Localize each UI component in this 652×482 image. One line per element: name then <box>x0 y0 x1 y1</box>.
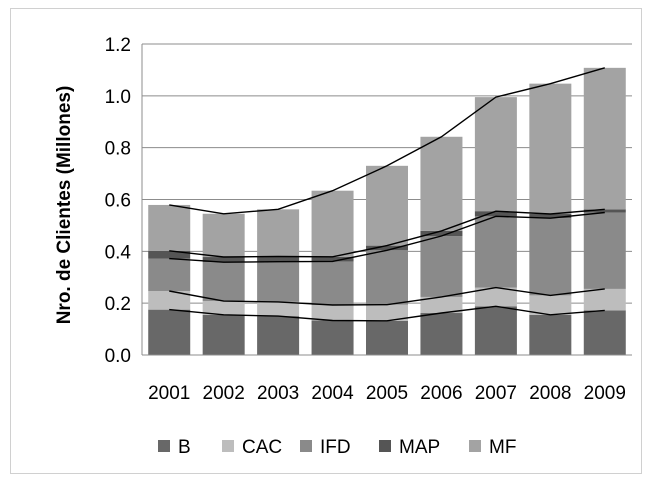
bar-segment-mf-2002 <box>202 213 245 258</box>
bars <box>148 67 626 355</box>
bar-segment-ifd-2004 <box>311 261 354 305</box>
x-tick-label: 2005 <box>366 383 408 404</box>
legend-label-cac: CAC <box>242 437 282 458</box>
bar-segment-ifd-2008 <box>529 218 572 296</box>
bar-segment-mf-2001 <box>148 204 191 251</box>
legend-label-b: B <box>178 437 191 458</box>
x-tick-label: 2009 <box>584 383 626 404</box>
bar-segment-map-2007 <box>474 211 517 217</box>
y-tick-label: 0.0 <box>105 346 131 367</box>
bar-segment-b-2007 <box>474 306 517 355</box>
series-line-b <box>169 305 605 322</box>
bar-segment-b-2005 <box>366 320 408 355</box>
bar-segment-map-2009 <box>583 209 626 213</box>
bar-segment-b-2006 <box>420 313 463 355</box>
bar-segment-b-2009 <box>583 310 626 355</box>
x-tick-label: 2008 <box>529 383 571 404</box>
legend-label-map: MAP <box>399 437 440 458</box>
x-tick-label: 2004 <box>311 383 354 404</box>
series-connector-lines <box>169 67 605 322</box>
bar-segment-map-2006 <box>420 230 463 237</box>
x-tick-labels: 2001 2002 2003 2004 2005 2006 2007 2008 2009 <box>148 383 626 404</box>
bar-segment-map-2004 <box>311 256 354 262</box>
bar-segment-ifd-2003 <box>257 261 300 302</box>
bar-segment-cac-2001 <box>148 290 191 310</box>
y-tick-label: 0.8 <box>105 139 131 160</box>
series-line-mf <box>169 67 605 215</box>
legend-label-mf: MF <box>489 437 516 458</box>
bar-segment-cac-2008 <box>529 295 572 315</box>
y-tick-label: 0.4 <box>105 242 132 263</box>
bar-segment-b-2003 <box>257 316 300 355</box>
legend-swatch-map <box>379 440 391 452</box>
chart-frame <box>10 8 642 474</box>
bar-segment-map-2008 <box>529 214 572 219</box>
bar-segment-cac-2005 <box>366 304 408 321</box>
bar-segment-map-2002 <box>202 257 245 263</box>
bar-segment-map-2003 <box>257 256 300 262</box>
legend-label-ifd: IFD <box>320 437 351 458</box>
series-line-ifd <box>169 211 605 263</box>
bar-segment-b-2004 <box>311 320 354 355</box>
bar-segment-ifd-2006 <box>420 236 463 297</box>
series-line-map <box>169 208 605 258</box>
x-tick-label: 2001 <box>148 383 190 404</box>
y-tick-label: 1.2 <box>105 35 131 56</box>
legend-swatch-b <box>158 440 170 452</box>
bar-segment-cac-2003 <box>257 301 300 317</box>
x-tick-label: 2003 <box>257 383 299 404</box>
x-tick-label: 2002 <box>203 383 245 404</box>
legend-swatch-ifd <box>300 440 312 452</box>
bar-segment-cac-2004 <box>311 304 354 321</box>
x-tick-label: 2006 <box>420 383 462 404</box>
bar-segment-ifd-2009 <box>583 212 626 289</box>
series-line-cac <box>169 286 605 306</box>
bar-segment-mf-2007 <box>474 97 517 212</box>
bar-segment-map-2005 <box>366 245 408 251</box>
y-tick-label: 1.0 <box>105 87 131 108</box>
y-tick-label: 0.2 <box>105 294 131 315</box>
bar-segment-cac-2007 <box>474 287 517 307</box>
bar-segment-mf-2006 <box>420 136 463 231</box>
axes <box>141 44 632 356</box>
x-tick-label: 2007 <box>475 383 517 404</box>
bar-segment-cac-2006 <box>420 296 463 314</box>
bar-segment-b-2002 <box>202 314 245 355</box>
y-axis-label: Nro. de Clientes (Millones) <box>54 86 75 325</box>
legend-swatch-mf <box>469 440 481 452</box>
y-tick-labels: 0.0 0.2 0.4 0.6 0.8 1.0 1.2 <box>105 35 132 367</box>
bar-segment-b-2008 <box>529 314 572 355</box>
y-tick-label: 0.6 <box>105 191 131 212</box>
bar-segment-cac-2002 <box>202 301 245 315</box>
bar-segment-mf-2005 <box>366 165 408 246</box>
bar-segment-ifd-2005 <box>366 250 408 305</box>
bar-segment-ifd-2002 <box>202 262 245 302</box>
bar-segment-cac-2009 <box>583 288 626 311</box>
bar-segment-ifd-2007 <box>474 216 517 288</box>
bar-segment-mf-2003 <box>257 209 300 257</box>
legend: B CAC IFD MAP MF <box>158 437 516 458</box>
bar-segment-map-2001 <box>148 250 191 259</box>
legend-swatch-cac <box>222 440 234 452</box>
bar-segment-mf-2008 <box>529 83 572 215</box>
bar-segment-b-2001 <box>148 309 191 355</box>
bar-segment-mf-2009 <box>583 67 626 210</box>
bar-segment-mf-2004 <box>311 190 354 257</box>
bar-segment-ifd-2001 <box>148 258 191 291</box>
